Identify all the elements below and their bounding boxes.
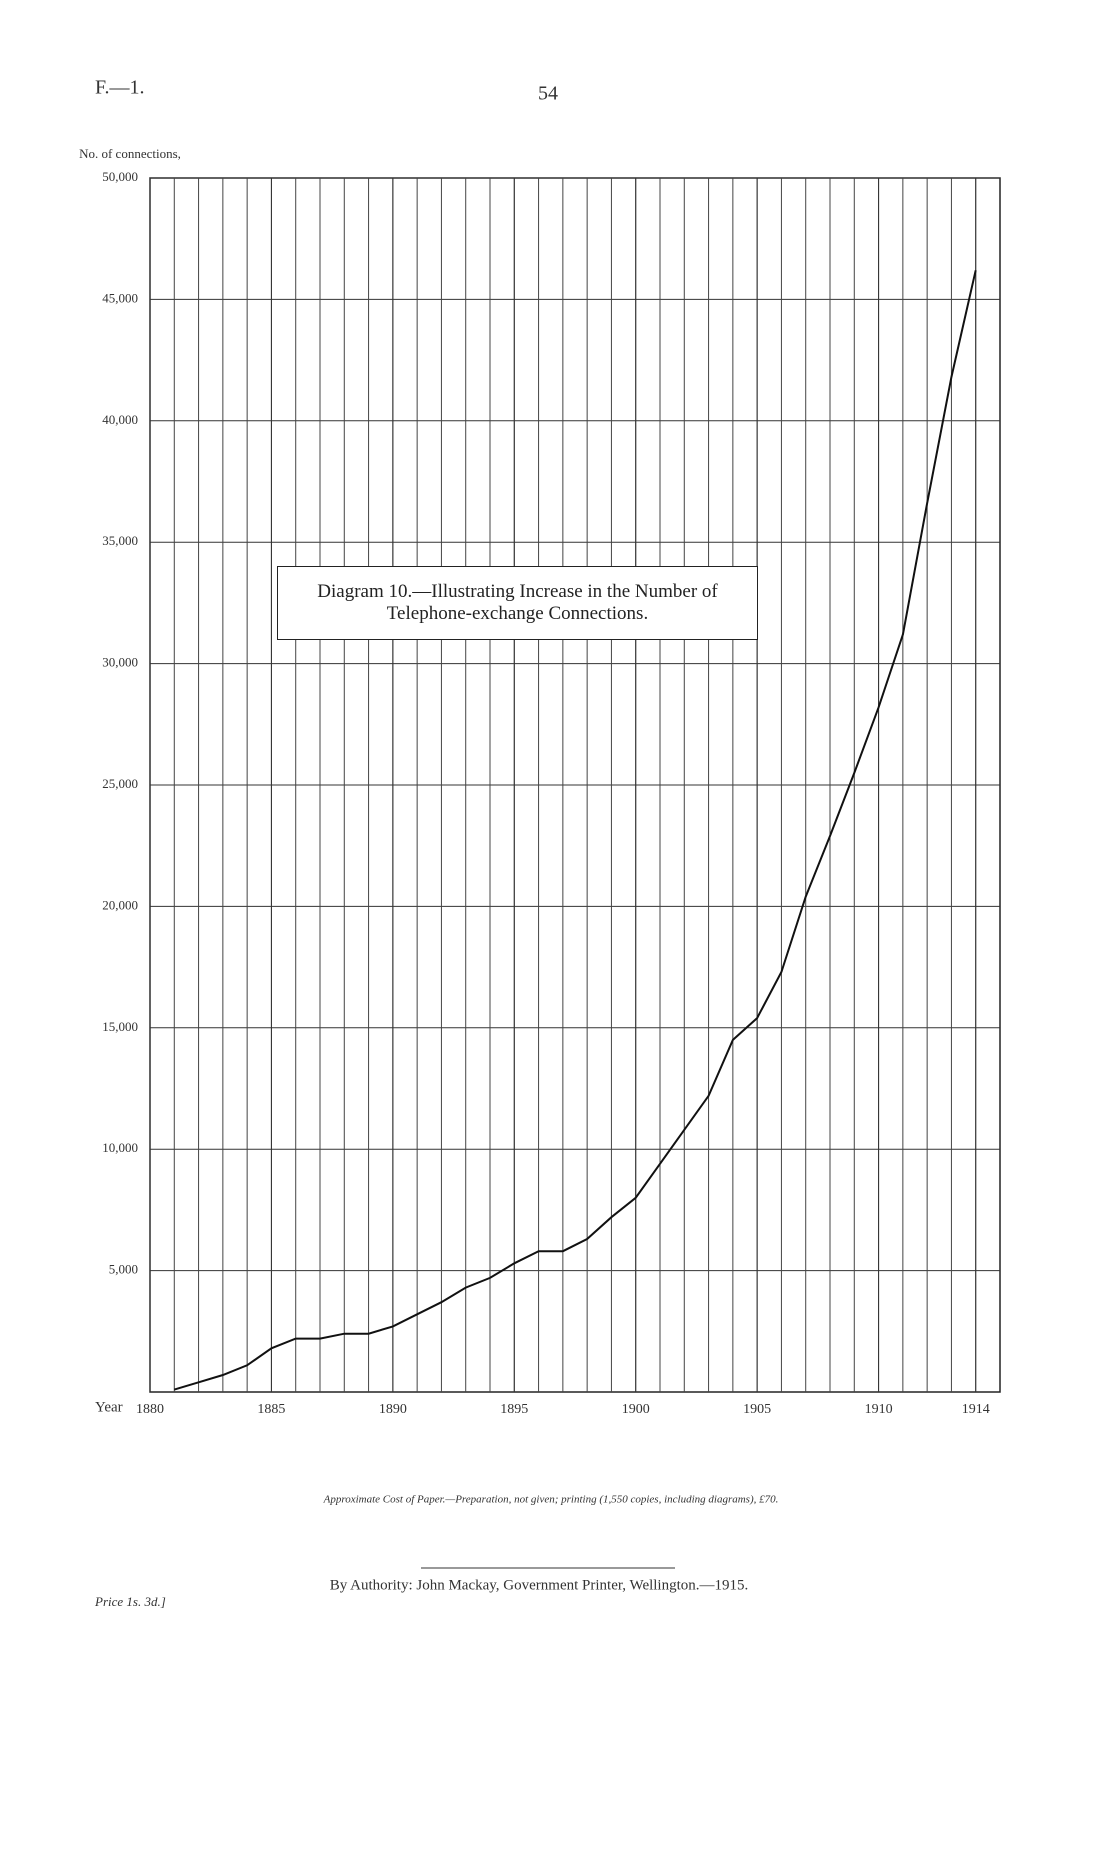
x-tick-label: 1885 bbox=[257, 1402, 285, 1417]
page-number: 54 bbox=[538, 83, 558, 105]
x-tick-label: 1905 bbox=[743, 1402, 771, 1417]
y-tick-label: 5,000 bbox=[109, 1262, 138, 1277]
y-tick-label: 10,000 bbox=[102, 1140, 138, 1155]
x-tick-label: 1900 bbox=[622, 1402, 650, 1417]
y-tick-label: 15,000 bbox=[102, 1019, 138, 1034]
data-line bbox=[174, 270, 977, 1391]
price: Price 1s. 3d.] bbox=[94, 1594, 166, 1609]
y-tick-label: 40,000 bbox=[102, 412, 138, 427]
y-tick-label: 50,000 bbox=[102, 169, 138, 184]
authority: By Authority: John Mackay, Government Pr… bbox=[330, 1577, 749, 1593]
y-tick-label: 35,000 bbox=[102, 533, 138, 548]
x-tick-label: 1914 bbox=[962, 1402, 990, 1417]
y-axis-title: No. of connections, bbox=[79, 146, 181, 161]
y-tick-label: 25,000 bbox=[102, 776, 138, 791]
x-tick-label: 1895 bbox=[500, 1402, 528, 1417]
doc-code: F.—1. bbox=[95, 77, 145, 99]
x-tick-label: 1910 bbox=[865, 1402, 893, 1417]
cost-note: Approximate Cost of Paper.—Preparation, … bbox=[323, 1494, 779, 1506]
y-tick-label: 45,000 bbox=[102, 290, 138, 305]
chart-title: Diagram 10.—Illustrating Increase in the… bbox=[277, 566, 758, 640]
x-axis-title: Year bbox=[95, 1399, 123, 1415]
x-tick-label: 1890 bbox=[379, 1402, 407, 1417]
x-tick-label: 1880 bbox=[136, 1402, 164, 1417]
y-tick-label: 20,000 bbox=[102, 897, 138, 912]
y-tick-label: 30,000 bbox=[102, 655, 138, 670]
